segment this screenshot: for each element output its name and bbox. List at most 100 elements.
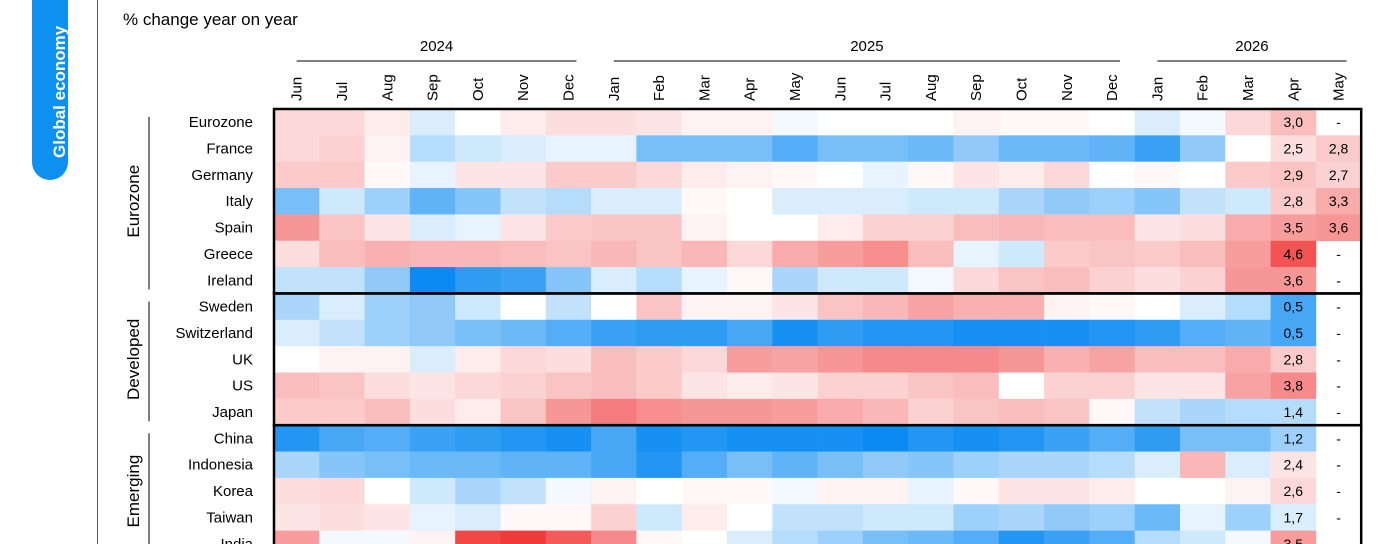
heatmap-cell <box>998 477 1045 505</box>
heatmap-cell <box>500 372 547 400</box>
heatmap-cell <box>455 425 501 452</box>
heatmap-cell <box>998 214 1045 242</box>
heatmap-cell <box>636 267 682 294</box>
heatmap-cell <box>681 346 728 373</box>
forecast-cell <box>1270 319 1317 347</box>
month-label: Aug <box>379 74 396 101</box>
heatmap-cell <box>1134 451 1181 479</box>
heatmap-cell <box>727 293 773 321</box>
heatmap-cell <box>455 398 501 426</box>
heatmap-cell <box>636 425 682 452</box>
month-label: Jan <box>1149 77 1166 101</box>
heatmap-cell <box>953 504 1000 531</box>
heatmap-cell <box>1089 188 1135 215</box>
heatmap-cell <box>636 240 682 268</box>
country-label: India <box>220 536 253 544</box>
heatmap-cell <box>1134 214 1181 242</box>
month-label: Dec <box>1104 74 1121 101</box>
month-label: Apr <box>742 78 759 101</box>
group-label: Developed <box>124 319 143 400</box>
forecast-cell <box>1270 398 1317 426</box>
heatmap-cell <box>1180 398 1226 426</box>
chart-subtitle: % change year on year <box>123 10 298 29</box>
heatmap-cell <box>455 293 501 321</box>
heatmap-cell <box>1044 135 1090 162</box>
heatmap-cell <box>1180 214 1226 242</box>
heatmap-cell <box>1180 293 1226 321</box>
month-label: Nov <box>515 74 532 101</box>
heatmap-cell <box>409 135 456 162</box>
month-label: Feb <box>1195 75 1212 101</box>
heatmap-cell <box>772 293 818 321</box>
heatmap-cell <box>772 188 818 215</box>
heatmap-cell <box>591 293 637 321</box>
heatmap-cell <box>1134 240 1181 268</box>
forecast-value: 2,5 <box>1284 141 1304 157</box>
forecast-value: 3,6 <box>1284 272 1304 288</box>
heatmap-cell <box>953 372 1000 400</box>
heatmap-cell <box>1089 240 1135 268</box>
sidebar-tab[interactable] <box>32 0 68 180</box>
heatmap-cell <box>1134 530 1181 544</box>
heatmap-cell <box>409 398 456 426</box>
heatmap-cell <box>274 293 320 321</box>
forecast-cell <box>1270 504 1317 531</box>
heatmap-cell <box>1044 161 1090 189</box>
heatmap-cell <box>1225 135 1271 162</box>
heatmap-cell <box>1044 346 1090 373</box>
heatmap-cell <box>364 135 411 162</box>
forecast-value: 3,6 <box>1329 220 1349 236</box>
heatmap-cell <box>500 319 547 347</box>
heatmap-cell <box>908 109 954 136</box>
heatmap-cell <box>591 451 637 479</box>
heatmap-cell <box>1089 109 1135 136</box>
heatmap-cell <box>1089 372 1135 400</box>
heatmap-cell <box>1134 293 1181 321</box>
group-frame <box>272 423 1363 544</box>
heatmap-cell <box>545 346 592 373</box>
heatmap-cell <box>998 372 1045 400</box>
heatmap-cell <box>409 214 456 242</box>
month-label: Oct <box>1013 77 1030 101</box>
heatmap-cell <box>862 425 909 452</box>
heatmap-cell <box>817 504 864 531</box>
forecast-cell <box>1315 135 1362 162</box>
heatmap-cell <box>455 319 501 347</box>
heatmap-cell <box>455 214 501 242</box>
heatmap-cell <box>274 451 320 479</box>
heatmap-cell <box>364 161 411 189</box>
heatmap-cell <box>455 372 501 400</box>
heatmap-cell <box>319 161 365 189</box>
heatmap-cell <box>319 240 365 268</box>
heatmap-cell <box>274 267 320 294</box>
country-label: Korea <box>213 483 254 500</box>
heatmap-cell <box>455 477 501 505</box>
month-label: Feb <box>651 75 668 101</box>
heatmap-cell <box>500 530 547 544</box>
heatmap-cell <box>1089 293 1135 321</box>
forecast-value: 1,7 <box>1284 509 1304 525</box>
month-label: May <box>787 72 804 101</box>
heatmap-cell <box>364 398 411 426</box>
heatmap-cell <box>409 319 456 347</box>
heatmap-cell <box>817 530 864 544</box>
heatmap-cell <box>862 188 909 215</box>
heatmap-cell <box>681 504 728 531</box>
heatmap-cell <box>274 214 320 242</box>
forecast-cell <box>1270 109 1317 136</box>
heatmap-cell <box>500 214 547 242</box>
heatmap-cell <box>319 372 365 400</box>
heatmap-cell <box>591 530 637 544</box>
heatmap-cell <box>681 214 728 242</box>
heatmap-cell <box>591 372 637 400</box>
heatmap-cell <box>591 188 637 215</box>
heatmap-cell <box>953 188 1000 215</box>
heatmap-cell <box>953 398 1000 426</box>
heatmap-cell <box>772 530 818 544</box>
heatmap-cell <box>319 398 365 426</box>
heatmap-cell <box>1180 451 1226 479</box>
heatmap-cell <box>953 425 1000 452</box>
heatmap-cell <box>1044 372 1090 400</box>
heatmap-cell <box>817 319 864 347</box>
heatmap-cell <box>908 267 954 294</box>
